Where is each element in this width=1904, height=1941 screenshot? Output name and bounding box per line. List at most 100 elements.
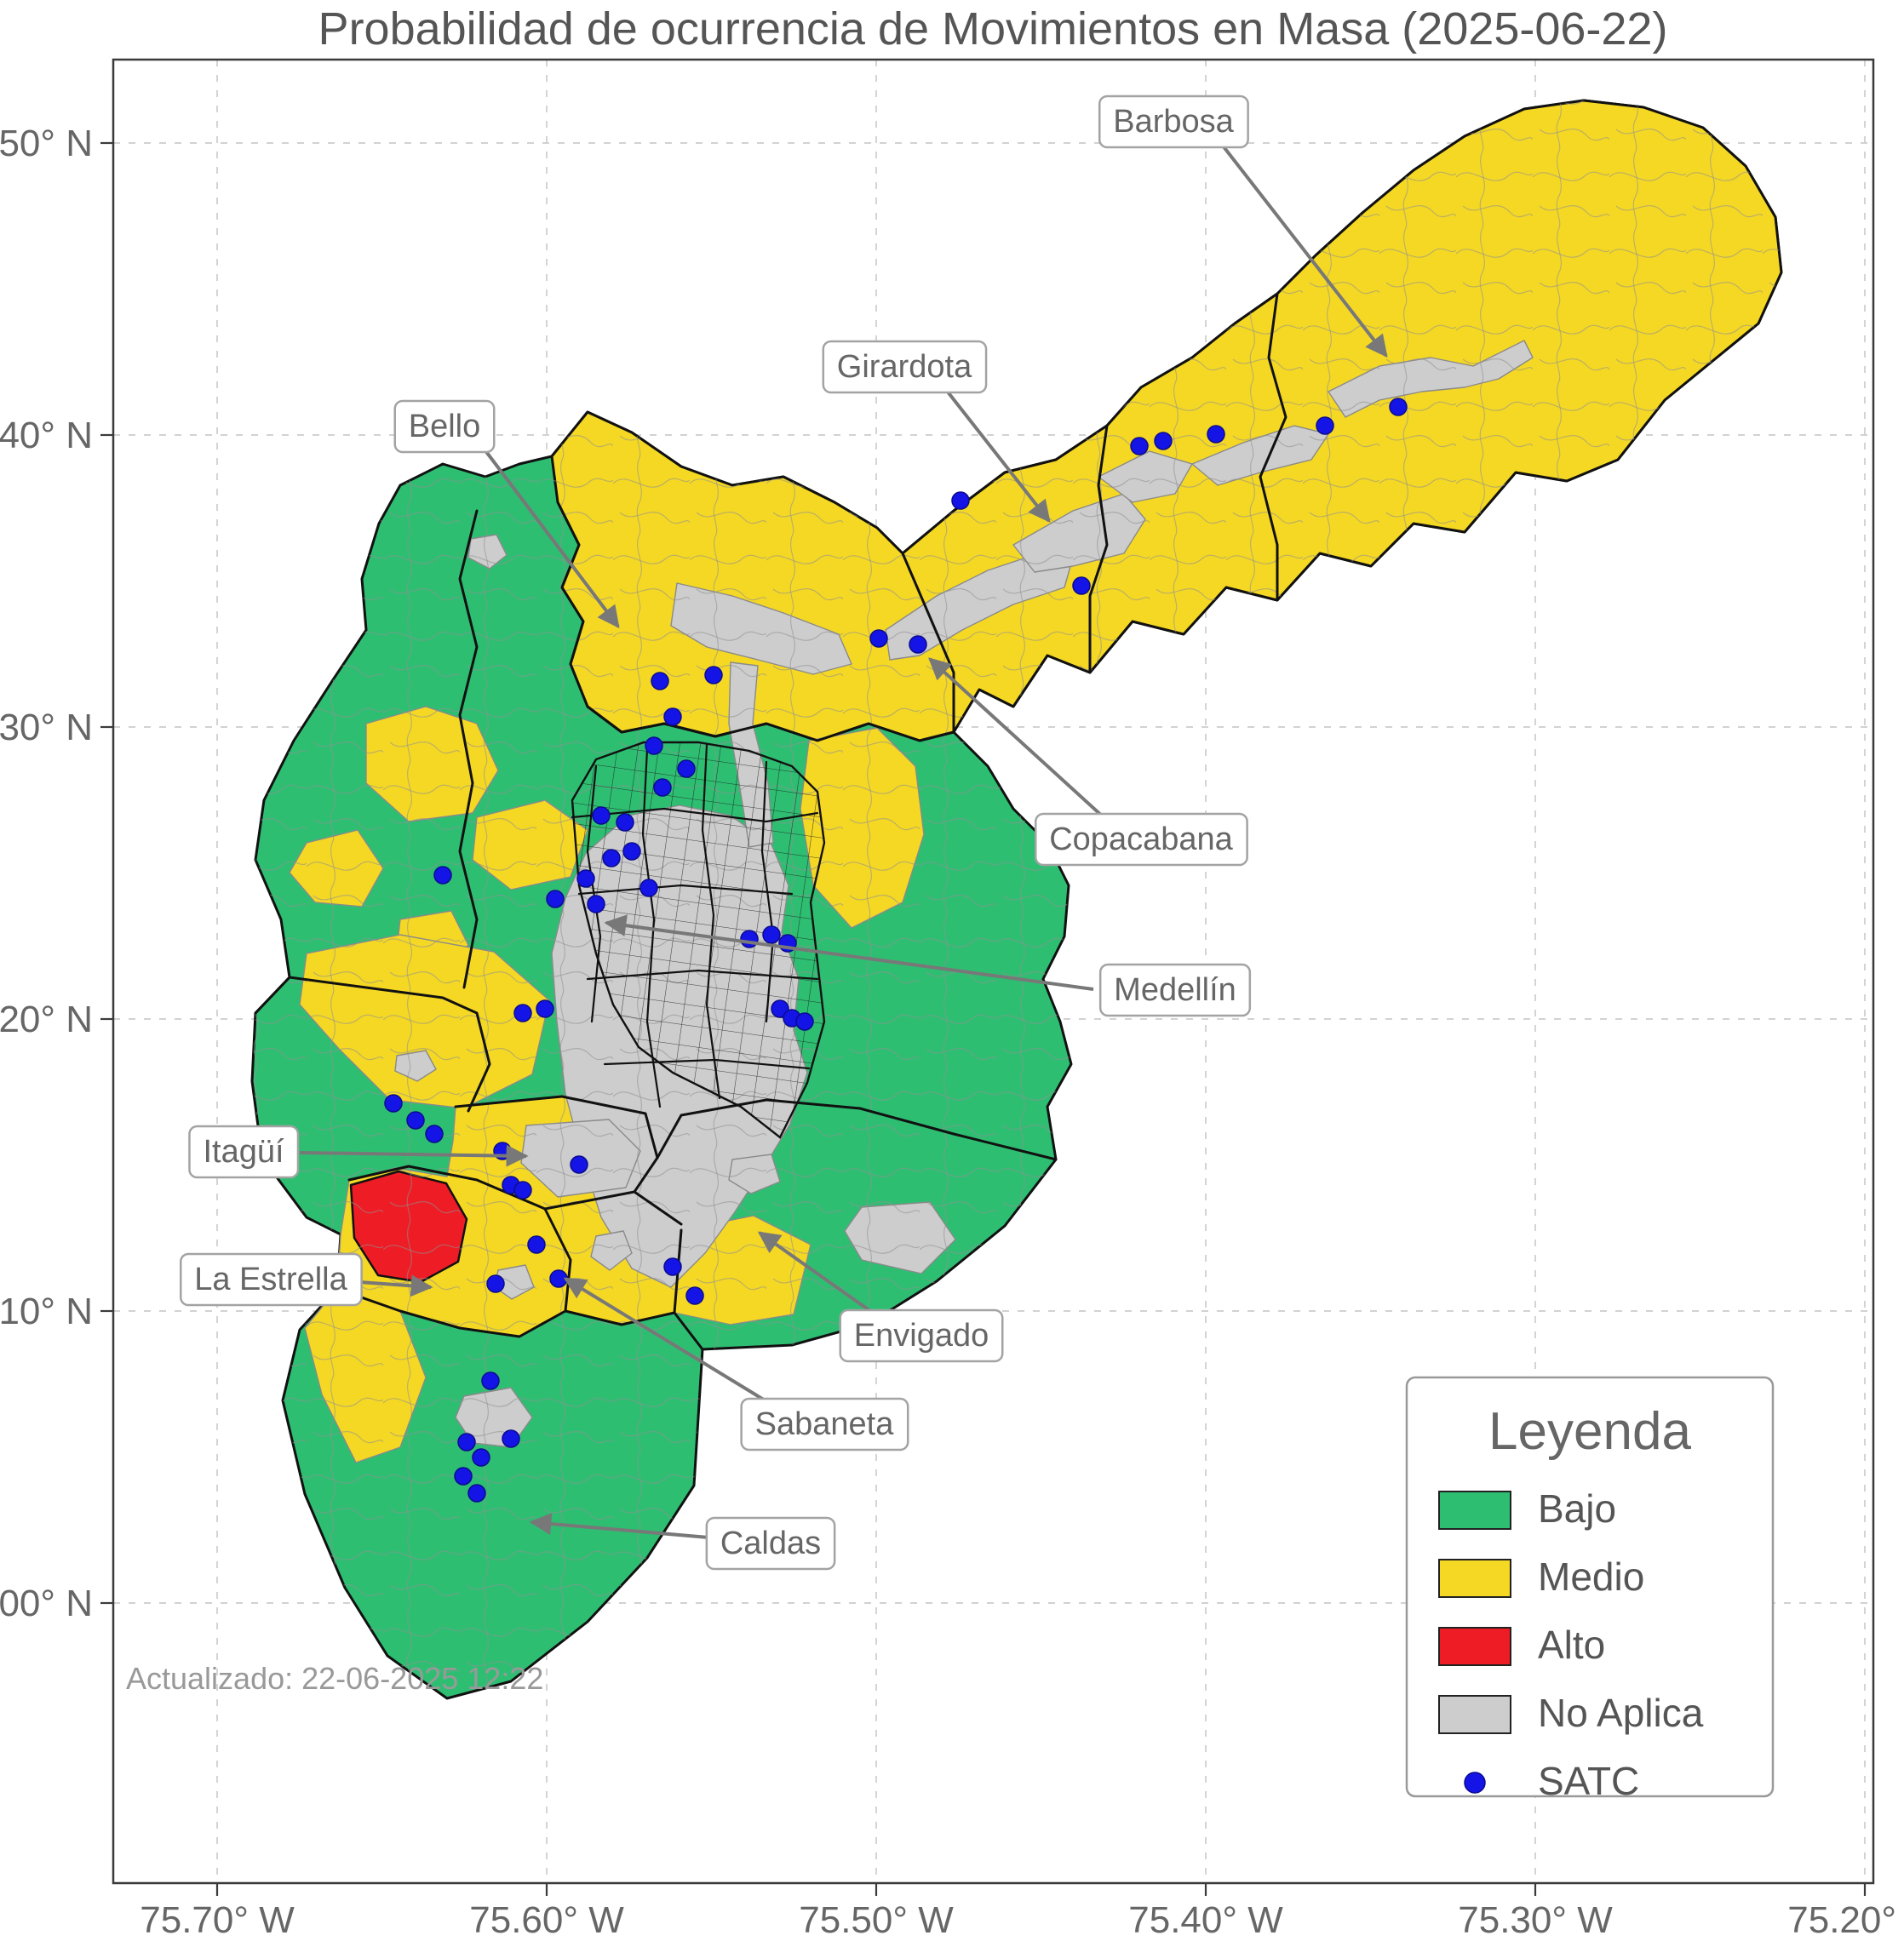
municipality-border-bello-medellin bbox=[556, 501, 955, 742]
comuna-border bbox=[603, 1058, 811, 1070]
satc-point bbox=[527, 1235, 546, 1254]
legend-title: Leyenda bbox=[1488, 1402, 1691, 1461]
legend-satc-dot bbox=[1464, 1772, 1486, 1794]
satc-point bbox=[740, 930, 759, 948]
annotation-arrow bbox=[563, 1277, 768, 1403]
satc-point bbox=[771, 999, 789, 1018]
satc-point bbox=[653, 778, 672, 797]
municipality-border-itagui-estrella bbox=[347, 1165, 547, 1211]
annotation-box bbox=[839, 1308, 1004, 1363]
municipality-border-girardota-barbosa bbox=[1259, 292, 1287, 602]
municipality-border-caldas-norte bbox=[335, 1287, 704, 1351]
legend-swatch-Alto bbox=[1438, 1627, 1511, 1666]
satc-point bbox=[622, 842, 641, 861]
annotation-box bbox=[1098, 94, 1249, 149]
satc-point bbox=[536, 999, 554, 1018]
annotation-box bbox=[179, 1252, 363, 1307]
y-tick-label: 6.50° N bbox=[0, 123, 93, 164]
annotation-label: Sabaneta bbox=[755, 1406, 895, 1442]
x-tick-label: 75.60° W bbox=[469, 1899, 624, 1941]
satc-point bbox=[645, 736, 663, 755]
y-tick-label: 6.00° N bbox=[0, 1583, 93, 1624]
annotation-label: Copacabana bbox=[1049, 822, 1233, 857]
x-tick-label: 75.20° W bbox=[1787, 1899, 1904, 1941]
satc-point bbox=[1072, 576, 1091, 595]
annotation-label: Itagüí bbox=[203, 1134, 284, 1170]
annotation-label: Bello bbox=[409, 409, 481, 444]
legend-item-label: Medio bbox=[1538, 1555, 1644, 1599]
legend-item-label: Alto bbox=[1538, 1623, 1605, 1667]
satc-point bbox=[639, 879, 658, 897]
comuna-border bbox=[641, 747, 662, 1108]
satc-point bbox=[546, 890, 565, 908]
comuna-border bbox=[571, 807, 819, 823]
legend-item-label: Bajo bbox=[1538, 1486, 1616, 1531]
annotation-arrow bbox=[529, 1513, 709, 1539]
annotation-box bbox=[1098, 963, 1252, 1017]
satc-point bbox=[602, 849, 621, 867]
annotation-arrow bbox=[928, 657, 1105, 819]
x-tick-label: 75.30° W bbox=[1458, 1899, 1613, 1941]
satc-point bbox=[1207, 425, 1225, 444]
satc-point bbox=[502, 1429, 520, 1448]
satc-point bbox=[406, 1111, 425, 1130]
satc-point bbox=[663, 1257, 682, 1276]
municipality-border-bello-copacabana bbox=[901, 552, 955, 734]
y-tick-label: 6.30° N bbox=[0, 707, 93, 748]
plot-border bbox=[112, 58, 1875, 1885]
satc-point bbox=[576, 869, 595, 888]
y-tick-label: 6.10° N bbox=[0, 1291, 93, 1332]
satc-point bbox=[909, 635, 927, 654]
satc-point bbox=[384, 1094, 403, 1113]
annotation-label: La Estrella bbox=[194, 1262, 347, 1297]
legend-item-label: No Aplica bbox=[1538, 1691, 1704, 1735]
comuna-border bbox=[760, 760, 775, 1023]
satc-point bbox=[549, 1269, 568, 1288]
satc-point bbox=[685, 1286, 704, 1305]
satc-point bbox=[433, 866, 452, 885]
satc-point bbox=[467, 1484, 486, 1503]
annotation-arrow bbox=[1218, 140, 1388, 358]
annotation-arrow bbox=[299, 1144, 529, 1167]
annotation-box bbox=[393, 399, 496, 454]
legend-swatch-Medio bbox=[1438, 1559, 1511, 1598]
satc-point bbox=[592, 806, 611, 825]
annotation-label: Envigado bbox=[854, 1318, 989, 1354]
satc-point bbox=[1130, 437, 1149, 455]
satc-point bbox=[795, 1012, 814, 1031]
satc-point bbox=[472, 1448, 490, 1467]
satc-point bbox=[481, 1371, 500, 1390]
annotation-arrow bbox=[604, 914, 1094, 991]
annotation-arrow bbox=[757, 1231, 872, 1313]
satc-point bbox=[762, 925, 781, 944]
satc-point bbox=[1316, 416, 1334, 435]
comuna-border bbox=[577, 884, 794, 896]
annotation-arrow bbox=[480, 444, 620, 629]
satc-point bbox=[677, 759, 696, 778]
legend-box bbox=[1405, 1376, 1775, 1798]
satc-point bbox=[616, 813, 634, 832]
satc-point bbox=[513, 1181, 532, 1200]
annotation-label: Barbosa bbox=[1113, 104, 1234, 140]
y-tick-label: 6.40° N bbox=[0, 415, 93, 456]
annotation-label: Medellín bbox=[1114, 972, 1236, 1008]
x-tick-label: 75.50° W bbox=[799, 1899, 954, 1941]
municipality-border-corregimientos-oeste bbox=[458, 509, 479, 989]
annotation-label: Girardota bbox=[837, 349, 972, 385]
legend-item-label: SATC bbox=[1538, 1759, 1639, 1803]
satc-point bbox=[704, 666, 723, 684]
municipality-border-medellin-itagui bbox=[454, 1095, 659, 1159]
y-tick-label: 6.20° N bbox=[0, 999, 93, 1040]
annotation-label: Caldas bbox=[720, 1526, 821, 1561]
satc-point bbox=[513, 1004, 532, 1022]
satc-point bbox=[869, 629, 888, 648]
legend-swatch-Bajo bbox=[1438, 1491, 1511, 1530]
comuna-border bbox=[701, 743, 721, 1100]
comuna-border bbox=[586, 969, 819, 981]
satc-point bbox=[486, 1274, 505, 1293]
x-tick-label: 75.70° W bbox=[140, 1899, 295, 1941]
satc-point bbox=[454, 1467, 473, 1486]
annotation-arrow bbox=[942, 385, 1051, 524]
